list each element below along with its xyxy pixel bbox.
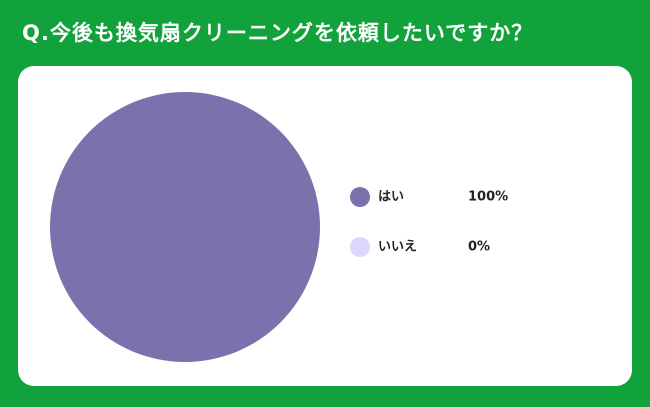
legend-label: いいえ bbox=[378, 240, 417, 255]
legend-swatch bbox=[350, 187, 370, 207]
chart-title: Q.今後も換気扇クリーニングを依頼したいですか？ bbox=[22, 21, 533, 45]
legend-swatch bbox=[350, 237, 370, 257]
legend-label: はい bbox=[378, 190, 404, 205]
pie-slice bbox=[50, 92, 320, 362]
value-label: 100% bbox=[468, 190, 508, 205]
value-label: 0% bbox=[468, 240, 490, 255]
